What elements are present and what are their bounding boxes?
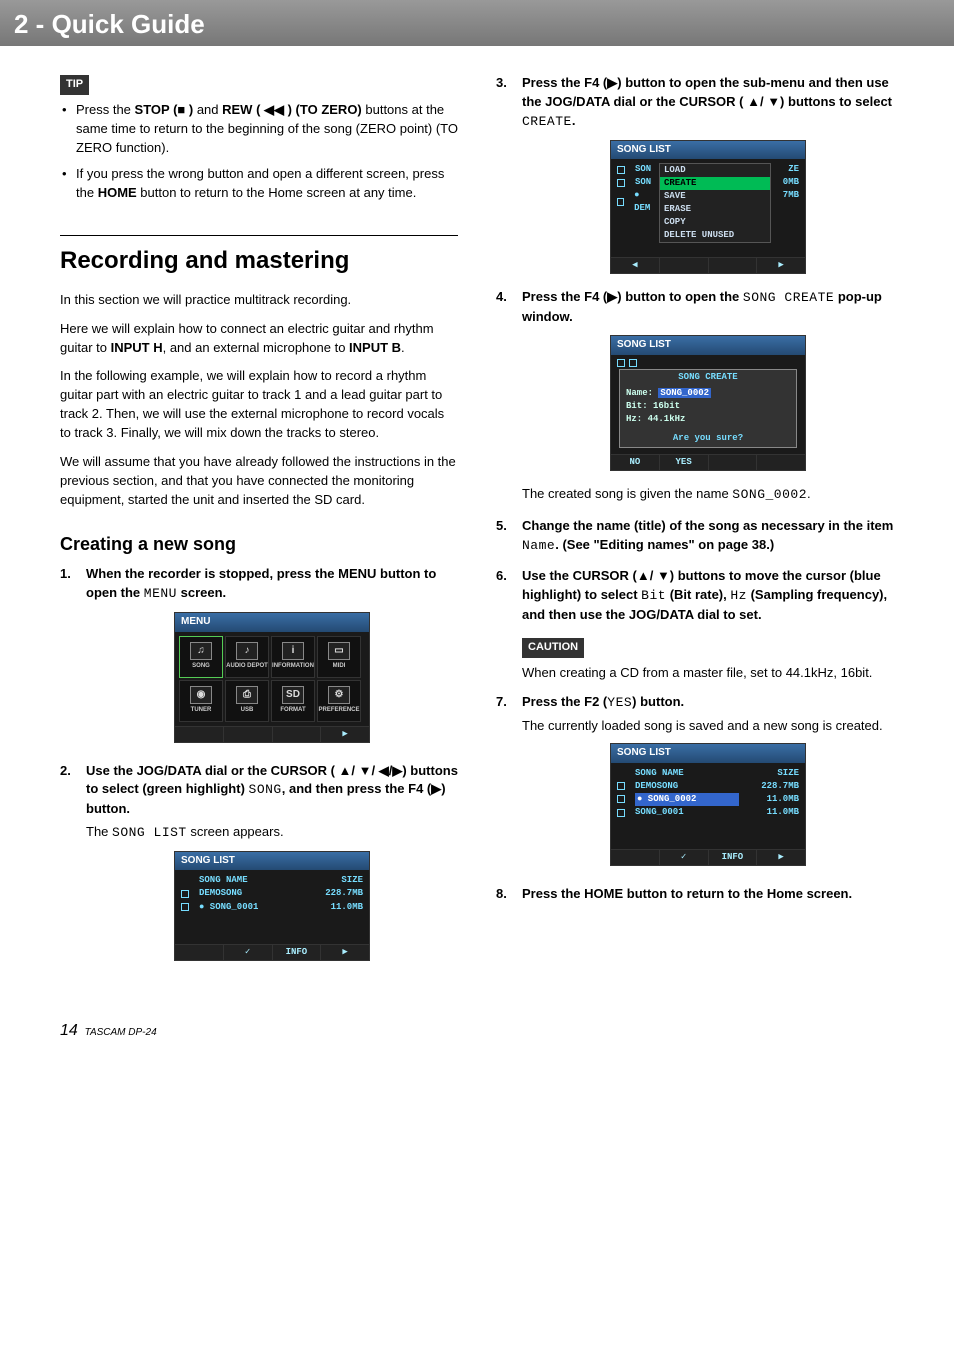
intro-para: In this section we will practice multitr… [60,291,458,310]
screenshot-menu: MENU ♫SONG♪AUDIO DEPOTiINFORMATION▭MIDI◉… [174,612,370,743]
chapter-header: 2 - Quick Guide [0,0,954,46]
step: Change the name (title) of the song as n… [496,517,894,556]
intro-paragraphs: In this section we will practice multitr… [60,291,458,509]
sub-heading: Creating a new song [60,531,458,557]
section-heading: Recording and mastering [60,244,458,279]
step: Use the JOG/DATA dial or the CURSOR ( ▲/… [60,762,458,966]
intro-para: Here we will explain how to connect an e… [60,320,458,358]
step: Press the F2 (YES) button.The currently … [496,693,894,871]
caution-text: When creating a CD from a master file, s… [522,664,894,683]
divider [60,235,458,236]
tip-list: Press the STOP (■ ) and REW ( ◀◀ ) (TO Z… [60,101,458,203]
intro-para: In the following example, we will explai… [60,367,458,442]
left-column: TIP Press the STOP (■ ) and REW ( ◀◀ ) (… [60,74,458,979]
step: When the recorder is stopped, press the … [60,565,458,747]
steps-right: Press the F4 (▶) button to open the sub-… [496,74,894,625]
screenshot-create: SONG LIST SONG CREATE Name: SONG_0002 Bi… [610,335,806,471]
intro-para: We will assume that you have already fol… [60,453,458,510]
model-name: TASCAM DP-24 [85,1027,157,1038]
page-footer: 14 TASCAM DP-24 [0,1019,954,1062]
tip-tag: TIP [60,75,89,95]
right-column: Press the F4 (▶) button to open the sub-… [496,74,894,979]
step: Press the F4 (▶) button to open the SONG… [496,288,894,504]
page-number: 14 [60,1022,78,1039]
tip-item: Press the STOP (■ ) and REW ( ◀◀ ) (TO Z… [60,101,458,158]
chapter-title: 2 - Quick Guide [14,6,940,44]
page-content: TIP Press the STOP (■ ) and REW ( ◀◀ ) (… [0,46,954,1019]
screenshot-songlist: SONG LIST SONG NAMESIZE DEMOSONG228.7MB●… [610,743,806,866]
screenshot-songlist: SONG LIST SONG NAMESIZE DEMOSONG228.7MB●… [174,851,370,961]
caution-tag: CAUTION [522,638,584,658]
screenshot-submenu: SONG LIST SONSON● DEM LOADCREATESAVEERAS… [610,140,806,275]
step: Press the F4 (▶) button to open the sub-… [496,74,894,274]
step: Press the HOME button to return to the H… [496,885,894,904]
step: Use the CURSOR (▲/ ▼) buttons to move th… [496,567,894,625]
tip-item: If you press the wrong button and open a… [60,165,458,203]
steps-left: When the recorder is stopped, press the … [60,565,458,965]
steps-right-2: Press the F2 (YES) button.The currently … [496,693,894,904]
